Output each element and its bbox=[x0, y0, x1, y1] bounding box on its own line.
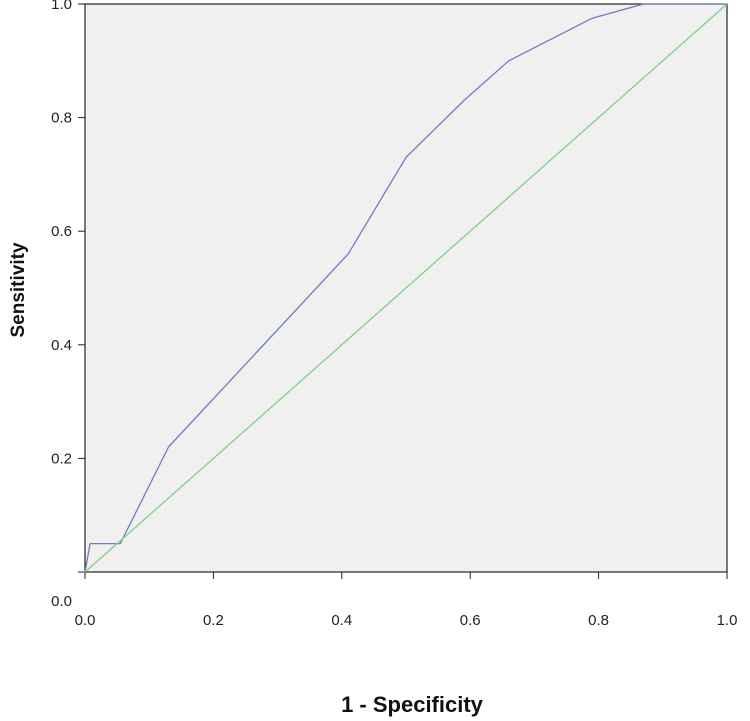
x-axis: 0.0 0.2 0.4 0.6 0.8 1.0 bbox=[75, 572, 738, 629]
x-tick-label: 0.2 bbox=[203, 612, 224, 629]
x-tick-label: 0.8 bbox=[588, 612, 609, 629]
x-axis-title: 1 - Specificity bbox=[341, 692, 484, 717]
y-tick-label: 0.6 bbox=[51, 223, 72, 240]
x-tick-label: 1.0 bbox=[717, 612, 738, 629]
y-tick-label: 0.2 bbox=[51, 450, 72, 467]
x-tick-label: 0.0 bbox=[75, 612, 96, 629]
x-tick-label: 0.4 bbox=[331, 612, 352, 629]
y-axis: 0.0 0.2 0.4 0.6 0.8 1.0 bbox=[51, 0, 85, 610]
y-tick-label: 0.0 bbox=[51, 593, 72, 610]
series-layer bbox=[84, 3, 728, 573]
roc-curve bbox=[84, 3, 727, 573]
y-tick-label: 0.8 bbox=[51, 110, 72, 127]
x-tick-label: 0.6 bbox=[460, 612, 481, 629]
y-tick-label: 0.4 bbox=[51, 337, 72, 354]
y-axis-title: Sensitivity bbox=[8, 242, 29, 337]
reference-line bbox=[84, 3, 728, 573]
y-tick-label: 1.0 bbox=[51, 0, 72, 13]
